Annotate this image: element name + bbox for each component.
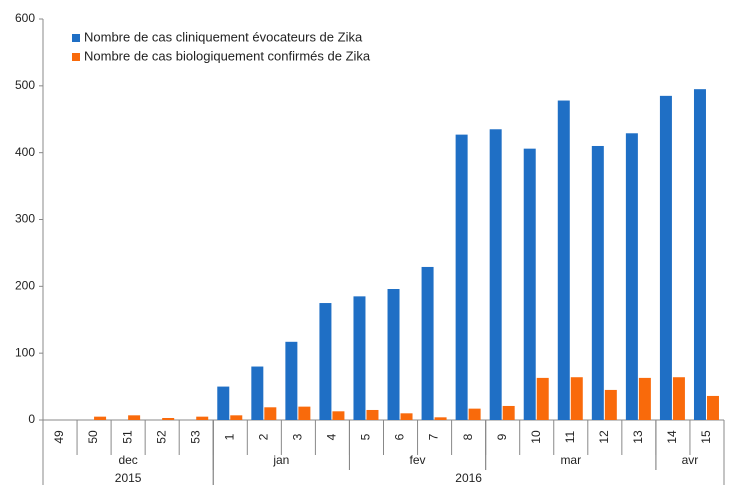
legend-swatch <box>72 53 80 61</box>
bar <box>264 407 277 420</box>
x-tick-label: 2 <box>256 433 270 440</box>
x-tick-label: 7 <box>427 433 441 440</box>
x-tick-label: 50 <box>86 430 100 444</box>
months-label: avr <box>682 453 699 467</box>
bar <box>591 145 604 420</box>
x-tick-label: 49 <box>52 430 66 444</box>
x-tick-label: 11 <box>563 430 577 443</box>
bar <box>557 100 570 420</box>
y-tick-label: 0 <box>28 412 35 426</box>
bar <box>162 417 175 420</box>
x-tick-label: 3 <box>291 433 305 440</box>
bar <box>502 405 515 420</box>
x-tick-label: 13 <box>631 430 645 444</box>
bar <box>400 413 413 420</box>
y-tick-label: 500 <box>15 78 35 92</box>
bar <box>285 341 298 420</box>
y-tick-label: 100 <box>15 345 35 359</box>
x-tick-label: 8 <box>461 433 475 440</box>
months-label: mar <box>560 453 581 467</box>
bar <box>196 416 209 420</box>
legend-label: Nombre de cas cliniquement évocateurs de… <box>84 29 363 44</box>
bar <box>434 417 447 420</box>
legend-swatch <box>72 34 80 42</box>
x-tick-label: 10 <box>529 430 543 444</box>
bar <box>693 89 706 421</box>
bar <box>332 411 345 420</box>
bar <box>298 406 311 420</box>
bar <box>672 377 685 420</box>
bar <box>706 395 719 420</box>
bar <box>421 266 434 420</box>
bar <box>536 377 549 420</box>
y-tick-label: 600 <box>15 11 35 25</box>
x-tick-label: 9 <box>495 433 509 440</box>
bar <box>659 95 672 420</box>
x-tick-label: 6 <box>393 433 407 440</box>
bar <box>638 377 651 420</box>
y-tick-label: 300 <box>15 212 35 226</box>
bar <box>319 303 332 420</box>
months-label: fev <box>410 453 426 467</box>
bar <box>353 296 366 420</box>
x-tick-label: 5 <box>359 433 373 440</box>
years-label: 2015 <box>115 471 142 485</box>
x-tick-label: 51 <box>120 430 134 444</box>
bar <box>128 415 141 420</box>
years-label: 2016 <box>455 471 482 485</box>
x-tick-label: 12 <box>597 430 611 444</box>
x-tick-label: 4 <box>325 433 339 440</box>
x-tick-label: 52 <box>154 430 168 444</box>
legend-label: Nombre de cas biologiquement confirmés d… <box>84 48 371 63</box>
bar <box>230 415 243 420</box>
x-tick-label: 53 <box>188 430 202 444</box>
x-tick-label: 1 <box>222 433 236 440</box>
bar <box>570 377 583 420</box>
bar <box>366 409 379 420</box>
bar <box>468 408 481 420</box>
y-tick-label: 400 <box>15 145 35 159</box>
months-label: jan <box>272 453 289 467</box>
bar <box>455 134 468 420</box>
bar <box>523 148 536 420</box>
x-tick-label: 15 <box>699 430 713 444</box>
x-tick-label: 14 <box>665 430 679 444</box>
months-label: dec <box>118 453 137 467</box>
bar <box>625 133 638 420</box>
bar <box>251 366 264 420</box>
bar <box>387 289 400 420</box>
bar <box>94 416 107 420</box>
bar <box>217 386 230 420</box>
y-tick-label: 200 <box>15 279 35 293</box>
bar <box>604 389 617 420</box>
bar <box>489 129 502 420</box>
